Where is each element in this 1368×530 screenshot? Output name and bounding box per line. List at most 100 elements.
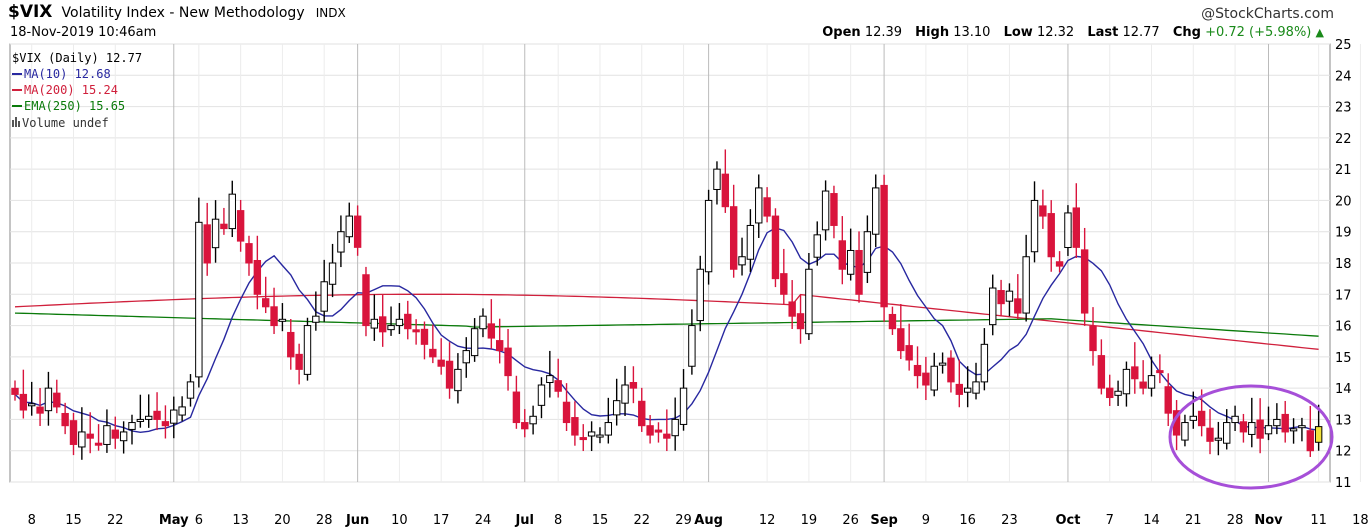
highlight-circle [1168, 384, 1334, 490]
candle-body [136, 418, 145, 422]
candle-body [312, 315, 320, 323]
candle-body [1047, 213, 1055, 258]
candle-body [880, 184, 888, 308]
x-tick-label: 28 [316, 513, 333, 528]
candle-body [972, 381, 980, 394]
candle-body [562, 401, 571, 424]
candle-body [1231, 415, 1239, 424]
candle-body [755, 187, 763, 224]
candle-body [479, 315, 487, 330]
last-value: 12.77 [1122, 25, 1160, 40]
candle-body [429, 348, 437, 358]
x-tick-label: May [159, 513, 189, 528]
x-tick-label: 13 [232, 513, 249, 528]
candle-body [546, 375, 554, 384]
x-tick-label: 12 [759, 513, 776, 528]
candle-body [738, 256, 746, 266]
candle-body [11, 387, 19, 395]
x-tick-label: 24 [475, 513, 492, 528]
legend-ma10-label: MA(10) 12.68 [24, 67, 111, 81]
volume-icon [12, 117, 20, 127]
candle-body [1122, 368, 1131, 395]
candle-body [1256, 419, 1264, 439]
candle-body [236, 210, 245, 242]
candle-body [262, 298, 270, 308]
candle-body [487, 323, 496, 339]
low-label: Low [1003, 25, 1033, 40]
candle-body [328, 262, 337, 285]
y-tick-label: 21 [1335, 163, 1352, 178]
candle-body [846, 249, 855, 275]
x-tick-label: Sep [870, 513, 898, 528]
candle-body [897, 328, 905, 352]
candle-body [69, 420, 78, 445]
candle-body [813, 234, 821, 258]
candle-body [303, 325, 312, 375]
candle-body [612, 400, 621, 416]
candle-body [629, 382, 638, 389]
y-tick-label: 16 [1335, 320, 1352, 335]
candle-body [295, 353, 303, 370]
ma200-line [14, 293, 1319, 350]
candle-body [1097, 355, 1106, 389]
candle-body [1314, 426, 1323, 443]
candle-body [161, 421, 170, 427]
candle-body [228, 193, 236, 230]
low-value: 12.32 [1036, 25, 1075, 40]
title-row: $VIX Volatility Index - New Methodology … [8, 2, 346, 22]
high-label: High [915, 25, 950, 40]
candle-body [1164, 386, 1172, 414]
chart-legend: $VIX (Daily) 12.77 MA(10) 12.68 MA(200) … [12, 51, 142, 130]
candle-body [963, 387, 972, 393]
y-tick-label: 13 [1335, 413, 1352, 428]
candle-body [211, 218, 220, 249]
candle-body [830, 193, 838, 226]
candle-body [763, 197, 771, 217]
x-tick-label: 26 [842, 513, 859, 528]
x-tick-label: 8 [554, 513, 562, 528]
y-tick-label: 17 [1335, 288, 1352, 303]
candle-body [1214, 437, 1223, 441]
candle-body [19, 393, 28, 411]
candle-body [378, 316, 387, 333]
candle-body [44, 387, 53, 412]
y-tick-label: 11 [1335, 476, 1352, 491]
candle-body [1014, 298, 1022, 314]
candle-body [245, 243, 253, 264]
open-label: Open [822, 25, 861, 40]
candle-body [621, 384, 629, 404]
chg-label: Chg [1172, 25, 1201, 40]
candle-body [855, 249, 863, 295]
candle-body [1264, 425, 1273, 435]
x-tick-label: 23 [1001, 513, 1018, 528]
candle-body [462, 350, 470, 364]
candle-body [805, 268, 813, 335]
candle-body [370, 318, 379, 329]
candle-body [320, 281, 328, 312]
candle-body [905, 345, 913, 361]
candle-body [1030, 199, 1039, 253]
x-tick-label: 15 [592, 513, 609, 528]
candle-body [688, 325, 696, 367]
candle-body [863, 231, 872, 273]
x-tick-label: 28 [1227, 513, 1244, 528]
candle-body [1005, 290, 1014, 302]
candle-body [922, 372, 930, 386]
ohlc-summary: Open 12.39 High 13.10 Low 12.32 Last 12.… [822, 25, 1324, 40]
candle-body [596, 434, 604, 438]
candle-body [220, 223, 228, 230]
candle-body [412, 329, 420, 333]
y-tick-label: 25 [1335, 38, 1352, 53]
candle-body [404, 313, 412, 330]
candle-body [713, 168, 721, 190]
candle-body [1197, 410, 1206, 427]
candle-body [178, 406, 186, 416]
chart-axes: 11 12 13 14 15 16 17 18 19 20 21 22 23 24 25 8 15 22 May 6 1… [28, 38, 1368, 528]
candle-body [646, 425, 654, 436]
candle-body [1089, 325, 1097, 352]
candle-body [579, 437, 587, 441]
x-tick-label: 11 [1310, 513, 1327, 528]
candle-body [1072, 207, 1080, 248]
y-tick-label: 22 [1335, 132, 1352, 147]
brand-logo: @StockCharts.com [1201, 6, 1334, 22]
